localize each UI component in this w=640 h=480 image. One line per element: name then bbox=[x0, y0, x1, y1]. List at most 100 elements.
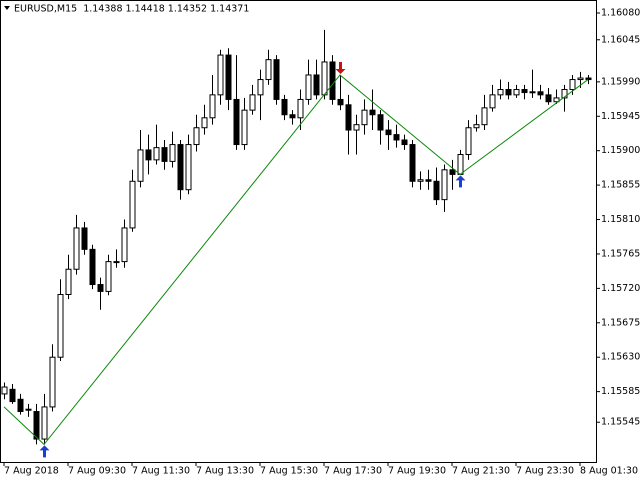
candle-body bbox=[329, 61, 336, 100]
candle-body bbox=[137, 149, 144, 182]
x-tick-label: 7 Aug 09:30 bbox=[68, 466, 126, 477]
candle-body bbox=[465, 127, 472, 156]
y-tick-label: 1.15675 bbox=[601, 317, 640, 328]
zigzag-line bbox=[3, 74, 589, 446]
candle-body bbox=[385, 129, 392, 136]
candle-body bbox=[177, 144, 184, 191]
x-tick-label: 8 Aug 01:30 bbox=[580, 466, 638, 477]
candle-body bbox=[345, 104, 352, 131]
candle-body bbox=[49, 356, 56, 408]
candle-body bbox=[57, 293, 64, 358]
chart-title: EURUSD,M15 1.14388 1.14418 1.14352 1.143… bbox=[14, 4, 249, 15]
candle-body bbox=[353, 124, 360, 131]
candle-body bbox=[489, 94, 496, 109]
candle-body bbox=[441, 169, 448, 201]
candle-body bbox=[289, 114, 296, 119]
candle-body bbox=[225, 54, 232, 100]
candle-body bbox=[121, 227, 128, 263]
candle-body bbox=[577, 77, 584, 81]
candle-body bbox=[257, 79, 264, 96]
x-tick-label: 7 Aug 17:30 bbox=[324, 466, 382, 477]
candle-body bbox=[369, 109, 376, 116]
candle-body bbox=[265, 59, 272, 81]
candle-body bbox=[409, 144, 416, 182]
candle-body bbox=[185, 144, 192, 191]
candle-body bbox=[481, 107, 488, 126]
candle-body bbox=[33, 411, 40, 440]
y-tick-label: 1.15545 bbox=[601, 417, 640, 428]
y-tick-label: 1.15945 bbox=[601, 111, 640, 122]
candle-body bbox=[537, 91, 544, 96]
candle-body bbox=[433, 180, 440, 201]
candle-body bbox=[153, 147, 160, 161]
candle-body bbox=[201, 117, 208, 129]
candle-body bbox=[249, 94, 256, 111]
x-tick-label: 7 Aug 13:30 bbox=[196, 466, 254, 477]
x-tick-label: 7 Aug 11:30 bbox=[132, 466, 190, 477]
candle-body bbox=[193, 127, 200, 146]
candle-body bbox=[457, 154, 464, 175]
x-tick-label: 7 Aug 2018 bbox=[4, 466, 59, 477]
candle-body bbox=[217, 54, 224, 96]
candle-body bbox=[553, 97, 560, 103]
candle-body bbox=[529, 91, 536, 94]
plot-frame bbox=[0, 0, 597, 463]
candle-body bbox=[233, 98, 240, 146]
y-tick-label: 1.15855 bbox=[601, 180, 640, 191]
candle-body bbox=[569, 79, 576, 90]
y-tick-label: 1.15810 bbox=[601, 214, 640, 225]
candle-body bbox=[401, 139, 408, 146]
candle-body bbox=[361, 109, 368, 126]
candle-body bbox=[377, 114, 384, 131]
candle-body bbox=[417, 179, 424, 182]
candle-body bbox=[305, 74, 312, 100]
candle-body bbox=[161, 147, 168, 162]
y-tick-label: 1.15630 bbox=[601, 352, 640, 363]
x-tick-label: 7 Aug 15:30 bbox=[260, 466, 318, 477]
candle-body bbox=[313, 74, 320, 96]
x-tick-label: 7 Aug 19:30 bbox=[388, 466, 446, 477]
candle-body bbox=[521, 88, 528, 94]
candle-body bbox=[297, 98, 304, 119]
y-tick-label: 1.15585 bbox=[601, 386, 640, 397]
candle-body bbox=[337, 98, 344, 106]
candle-body bbox=[81, 227, 88, 250]
candle-body bbox=[97, 284, 104, 292]
candle-body bbox=[513, 88, 520, 96]
candle-body bbox=[145, 149, 152, 161]
signal-arrow bbox=[335, 61, 346, 74]
candle-body bbox=[89, 248, 96, 286]
y-tick-label: 1.15990 bbox=[601, 76, 640, 87]
candle-body bbox=[113, 261, 120, 264]
candle-body bbox=[9, 388, 16, 403]
signal-arrow bbox=[455, 175, 466, 188]
candle-body bbox=[41, 406, 48, 440]
candle-body bbox=[105, 261, 112, 292]
signal-arrow bbox=[39, 445, 50, 458]
candle-body bbox=[25, 408, 32, 411]
y-tick-label: 1.15765 bbox=[601, 248, 640, 259]
candle-body bbox=[449, 169, 456, 175]
candle-body bbox=[585, 77, 592, 81]
candle-body bbox=[561, 88, 568, 99]
candle-body bbox=[393, 134, 400, 141]
y-tick-label: 1.16080 bbox=[601, 8, 640, 19]
y-tick-label: 1.15720 bbox=[601, 283, 640, 294]
candle-body bbox=[545, 94, 552, 103]
candle-body bbox=[17, 398, 24, 413]
candle-body bbox=[281, 98, 288, 116]
candle-body bbox=[129, 180, 136, 229]
candle-body bbox=[505, 88, 512, 96]
candle-body bbox=[65, 268, 72, 295]
y-tick-label: 1.16045 bbox=[601, 34, 640, 45]
y-tick-label: 1.15900 bbox=[601, 145, 640, 156]
candle-body bbox=[273, 59, 280, 100]
x-tick-label: 7 Aug 23:30 bbox=[516, 466, 574, 477]
candle-body bbox=[321, 61, 328, 96]
candle-body bbox=[241, 109, 248, 146]
candle-body bbox=[169, 144, 176, 162]
x-tick-label: 7 Aug 21:30 bbox=[452, 466, 510, 477]
candle-body bbox=[73, 227, 80, 270]
